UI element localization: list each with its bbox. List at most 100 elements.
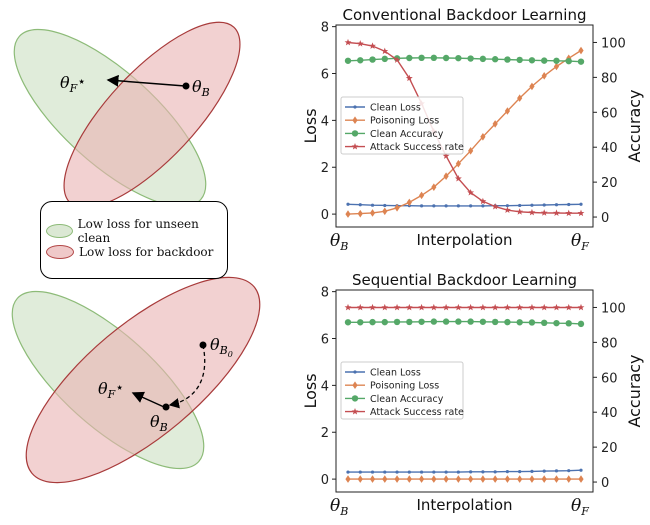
x-axis-label: Interpolation <box>417 231 513 249</box>
y-right-tick-label: 40 <box>601 141 618 156</box>
data-point <box>530 469 534 473</box>
y-right-tick-label: 20 <box>601 176 618 191</box>
chart-legend: Clean Loss Poisoning Loss Clean Accuracy At… <box>340 361 464 420</box>
x-tick-label-right: θF <box>571 231 589 253</box>
data-point <box>432 204 436 208</box>
data-point <box>467 189 475 196</box>
y-right-tick-label: 100 <box>601 36 626 51</box>
data-point <box>553 319 560 327</box>
data-point <box>469 204 473 208</box>
data-point <box>565 209 573 217</box>
backdoor-low-loss-region <box>25 276 261 484</box>
legend-item-clean: Low loss for unseen clean <box>46 217 227 245</box>
data-point <box>516 319 523 326</box>
data-point <box>553 475 560 483</box>
data-point <box>344 38 352 46</box>
y-right-tick-label: 0 <box>601 211 609 226</box>
data-point <box>517 94 523 102</box>
series-line <box>347 203 582 207</box>
theta-b-label: θB <box>150 412 168 434</box>
data-point <box>542 203 546 207</box>
legend-label: Clean Loss <box>370 368 421 379</box>
data-point <box>431 475 437 483</box>
data-point <box>357 319 364 326</box>
data-point <box>381 47 389 55</box>
data-point <box>358 470 362 474</box>
series-clean-loss <box>346 468 583 474</box>
data-point <box>370 203 375 207</box>
data-point <box>577 209 585 217</box>
data-point <box>344 303 352 311</box>
data-point <box>455 159 461 168</box>
data-point <box>344 57 352 64</box>
data-point <box>516 303 524 311</box>
data-point <box>553 209 560 216</box>
data-point <box>493 470 497 474</box>
data-point <box>455 54 462 62</box>
data-point <box>528 57 536 64</box>
data-point <box>479 318 487 325</box>
x-tick-symbol: θ <box>571 496 581 516</box>
data-point <box>578 46 584 55</box>
data-point <box>542 469 546 473</box>
conventional-backdoor-chart: Conventional Backdoor Learning0246802040… <box>301 6 644 253</box>
data-point <box>479 303 487 311</box>
data-point <box>518 470 522 474</box>
data-point <box>566 475 572 483</box>
data-point <box>565 320 572 327</box>
data-point <box>406 54 413 62</box>
data-point <box>442 318 450 325</box>
x-tick-label-left: θB <box>330 231 348 253</box>
data-point <box>553 62 560 71</box>
data-point <box>467 318 474 325</box>
data-point <box>567 469 571 473</box>
legend-marker <box>351 130 359 137</box>
data-point <box>393 56 401 63</box>
legend-frame <box>340 361 464 420</box>
chart-legend: Clean Loss Poisoning Loss Clean Accuracy At… <box>340 96 464 155</box>
data-point <box>541 57 548 64</box>
data-point <box>491 318 499 326</box>
data-point <box>358 203 362 207</box>
data-point <box>578 475 584 483</box>
data-point <box>356 303 364 311</box>
y-tick-label: 6 <box>321 68 329 83</box>
data-point <box>369 209 376 217</box>
y-right-tick-label: 20 <box>601 441 618 456</box>
data-point <box>504 56 511 63</box>
theta-b0-point <box>199 341 207 349</box>
data-point <box>528 208 536 216</box>
data-point <box>369 42 376 49</box>
data-point <box>528 303 536 311</box>
data-point <box>504 206 511 213</box>
data-point <box>430 303 438 311</box>
data-point <box>517 475 523 483</box>
series-poisoning-loss <box>345 475 584 483</box>
x-tick-label-left: θB <box>330 496 348 518</box>
data-point <box>369 56 376 63</box>
data-point <box>381 55 388 63</box>
y-axis-label: Loss <box>301 373 320 408</box>
data-point <box>479 197 487 205</box>
data-point <box>567 202 571 207</box>
theta-b-label: θB <box>192 77 210 99</box>
data-point <box>516 208 524 215</box>
data-point <box>505 470 510 474</box>
chart-title: Sequential Backdoor Learning <box>352 271 577 289</box>
data-point <box>577 320 585 328</box>
data-point <box>419 204 424 208</box>
x-tick-symbol: θ <box>330 496 340 516</box>
data-point <box>419 470 424 474</box>
data-point <box>395 470 399 474</box>
y-axis-label: Loss <box>301 108 320 143</box>
data-point <box>541 72 547 80</box>
data-point <box>554 203 559 207</box>
legend-label: Clean Loss <box>370 103 421 114</box>
data-point <box>492 120 498 128</box>
dashed-trajectory <box>168 344 206 409</box>
data-point <box>491 303 499 311</box>
data-point <box>381 318 388 326</box>
data-point <box>454 175 462 182</box>
data-point <box>382 207 388 216</box>
data-point <box>481 204 485 208</box>
